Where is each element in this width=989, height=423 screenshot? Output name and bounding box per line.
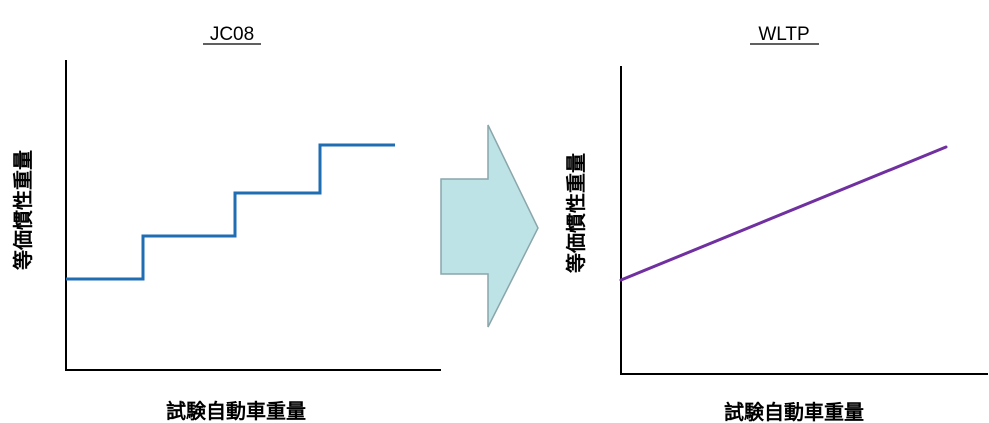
right-arrow-icon [440, 124, 539, 328]
left-x-axis-label: 試験自動車重量 [166, 399, 306, 423]
left-panel: JC08 等価慣性重量 試験自動車重量 [11, 24, 441, 423]
right-x-axis-label: 試験自動車重量 [724, 400, 864, 423]
right-y-axis-label: 等価慣性重量 [564, 153, 588, 273]
left-panel-title: JC08 [210, 24, 254, 45]
wltp-linear-line [619, 145, 948, 282]
right-panel: WLTP 等価慣性重量 試験自動車重量 [564, 24, 988, 423]
right-axes [620, 66, 988, 375]
left-y-axis-label: 等価慣性重量 [11, 150, 35, 270]
left-axes [65, 60, 441, 371]
right-panel-title: WLTP [758, 24, 809, 45]
jc08-step-line [66, 143, 395, 281]
